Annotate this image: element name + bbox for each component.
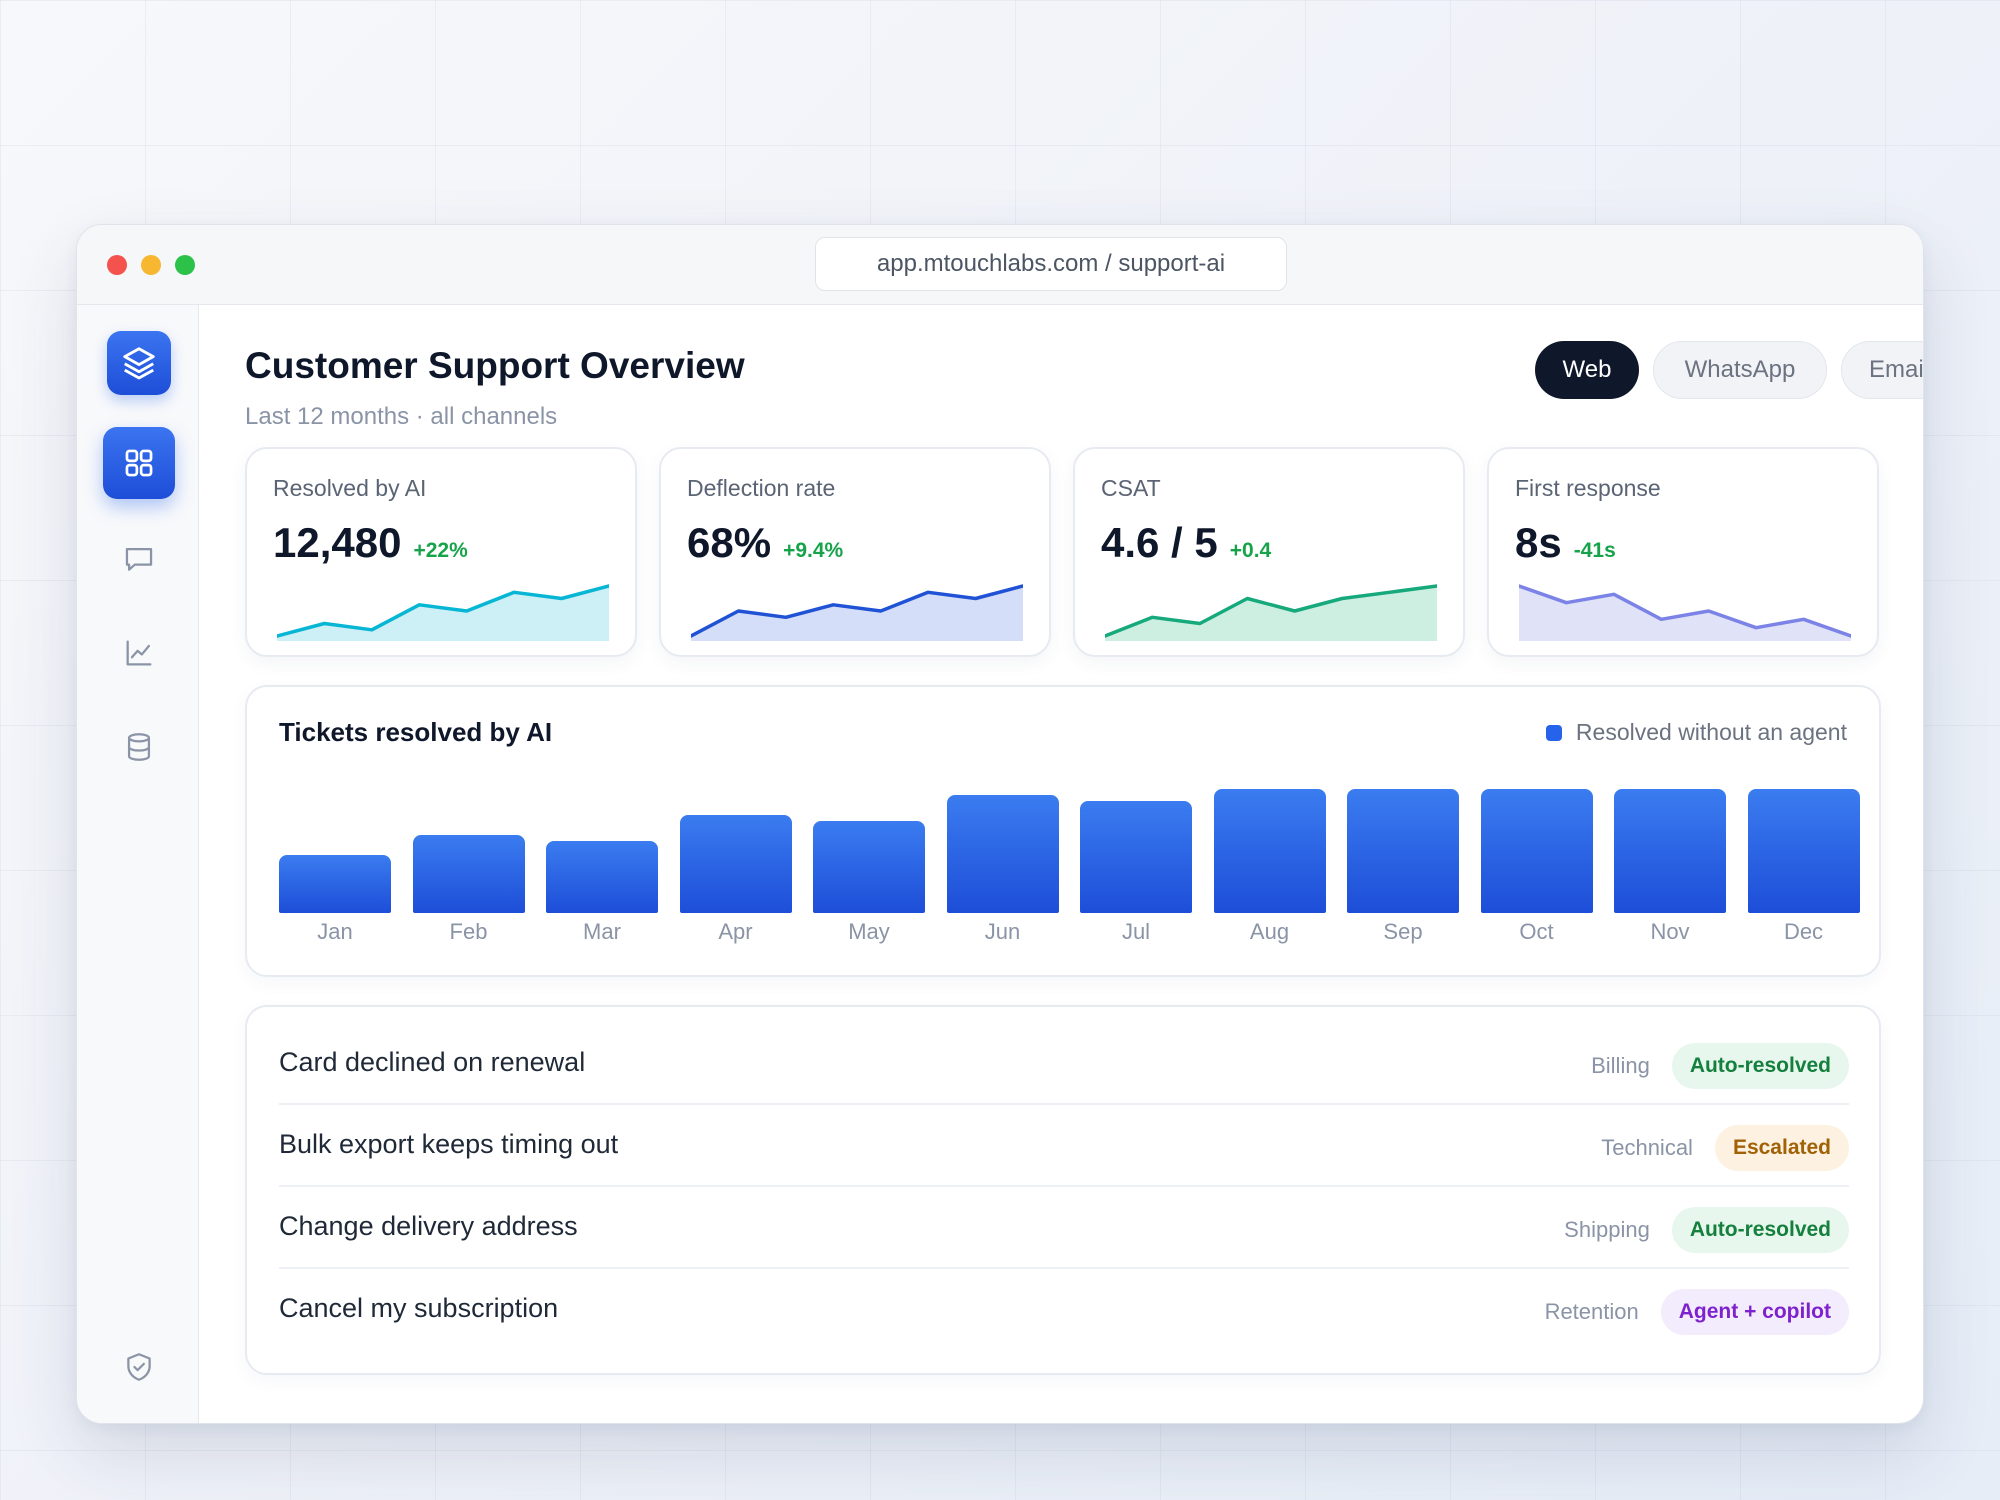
kpi-card-csat[interactable]: CSAT 4.6 / 5 +0.4 [1073, 447, 1465, 657]
x-tick-label: Nov [1650, 919, 1690, 944]
app-logo[interactable] [107, 331, 171, 395]
legend-label: Resolved without an agent [1575, 719, 1847, 745]
sparkline-area [277, 586, 609, 641]
bar-nov[interactable] [1614, 789, 1726, 913]
kpi-delta: +0.4 [1229, 539, 1272, 562]
maximize-window-button[interactable] [175, 255, 195, 275]
kpi-value: 68% [687, 519, 772, 566]
x-tick-label: Jun [984, 919, 1021, 944]
sidebar-item-dashboard[interactable] [103, 427, 175, 499]
kpi-card-resolved-by-ai[interactable]: Resolved by AI 12,480 +22% [245, 447, 637, 657]
main-content: Customer Support Overview Last 12 months… [199, 305, 1923, 1423]
bar-may[interactable] [813, 821, 925, 913]
kpi-card-deflection-rate[interactable]: Deflection rate 68% +9.4% [659, 447, 1051, 657]
sidebar-item-analytics[interactable] [121, 635, 157, 671]
bar-aug[interactable] [1213, 789, 1326, 913]
browser-window: app.mtouchlabs.com / support-ai [76, 224, 1924, 1424]
kpi-label: Resolved by AI [273, 475, 427, 501]
database-icon [127, 733, 151, 761]
channel-tab-email[interactable]: Email [1841, 341, 1923, 399]
sparkline-line [277, 586, 609, 636]
kpi-sparkline [1519, 581, 1851, 641]
bar-sep[interactable] [1347, 789, 1459, 913]
bar-mar[interactable] [546, 841, 658, 913]
ticket-title: Change delivery address [279, 1211, 578, 1241]
bar-jan[interactable] [279, 855, 391, 913]
x-tick-label: May [848, 919, 890, 944]
kpi-value: 12,480 [273, 519, 402, 566]
kpi-value: 8s [1515, 519, 1562, 566]
status-badge: Auto-resolved [1671, 1043, 1849, 1089]
x-tick-label: Feb [449, 919, 488, 944]
x-tick-label: Dec [1783, 919, 1824, 944]
tickets-chart-panel: Tickets resolved by AI Resolved without … [245, 685, 1881, 977]
ticket-category: Retention [1544, 1299, 1639, 1324]
sparkline-area [691, 586, 1023, 641]
ticket-category: Billing [1591, 1053, 1650, 1078]
bar-apr[interactable] [679, 815, 792, 913]
ticket-row[interactable]: Bulk export keeps timing out Technical E… [279, 1105, 1849, 1187]
status-badge: Escalated [1714, 1125, 1849, 1171]
close-window-button[interactable] [107, 255, 127, 275]
chart-legend: Resolved without an agent [1545, 719, 1847, 746]
ticket-title: Bulk export keeps timing out [279, 1129, 619, 1159]
ticket-title: Card declined on renewal [279, 1047, 586, 1077]
status-badge: Auto-resolved [1671, 1207, 1849, 1253]
page-subtitle: Last 12 months · all channels [245, 403, 558, 430]
chart-title: Tickets resolved by AI [279, 717, 553, 747]
sparkline-line [1519, 586, 1851, 636]
kpi-sparkline [691, 581, 1023, 641]
ticket-row[interactable]: Cancel my subscription Retention Agent +… [279, 1269, 1849, 1351]
x-tick-label: Mar [583, 919, 621, 944]
kpi-delta: +9.4% [783, 539, 844, 562]
sparkline-line [691, 586, 1023, 636]
sidebar-item-security[interactable] [121, 1349, 157, 1385]
bar-area [279, 767, 1860, 913]
kpi-delta: +22% [413, 539, 468, 562]
ticket-title: Cancel my subscription [279, 1293, 559, 1323]
bar-jul[interactable] [1080, 801, 1192, 913]
kpi-card-first-response[interactable]: First response 8s -41s [1487, 447, 1879, 657]
ticket-category: Technical [1601, 1135, 1693, 1160]
x-tick-label: Oct [1519, 919, 1554, 944]
x-tick-label: Jan [317, 919, 353, 944]
ticket-row[interactable]: Change delivery address Shipping Auto-re… [279, 1187, 1849, 1269]
minimize-window-button[interactable] [141, 255, 161, 275]
legend-swatch [1545, 724, 1562, 741]
x-tick-label: Aug [1249, 919, 1290, 944]
kpi-label: Deflection rate [687, 475, 836, 501]
channel-tab-web[interactable]: Web [1535, 341, 1639, 399]
sidebar [77, 305, 199, 1423]
kpi-label: CSAT [1101, 475, 1161, 501]
bar-oct[interactable] [1480, 789, 1593, 913]
sparkline-line [1105, 586, 1437, 636]
bar-jun[interactable] [946, 795, 1059, 913]
layers-icon [123, 347, 155, 380]
status-badge: Agent + copilot [1660, 1289, 1849, 1335]
chart-icon [126, 640, 152, 666]
grid-icon [125, 449, 153, 477]
kpi-sparkline [277, 581, 609, 641]
x-tick-label: Jul [1121, 919, 1151, 944]
x-tick-label: Apr [718, 919, 753, 944]
page-title: Customer Support Overview [245, 345, 745, 386]
kpi-label: First response [1515, 475, 1661, 501]
kpi-value: 4.6 / 5 [1101, 519, 1218, 566]
kpi-sparkline [1105, 581, 1437, 641]
ticket-row[interactable]: Card declined on renewal Billing Auto-re… [279, 1023, 1849, 1105]
bar-dec[interactable] [1747, 789, 1860, 913]
address-bar[interactable]: app.mtouchlabs.com / support-ai [815, 237, 1287, 291]
sidebar-item-data[interactable] [121, 729, 157, 765]
browser-titlebar: app.mtouchlabs.com / support-ai [77, 225, 1923, 305]
channel-tab-whatsapp[interactable]: WhatsApp [1653, 341, 1827, 399]
shield-icon [127, 1353, 151, 1381]
ticket-list: Card declined on renewal Billing Auto-re… [245, 1005, 1881, 1375]
x-tick-label: Sep [1383, 919, 1423, 944]
chat-icon [125, 547, 153, 571]
sparkline-area [1105, 586, 1437, 641]
kpi-delta: -41s [1573, 539, 1616, 562]
bar-feb[interactable] [412, 835, 525, 913]
ticket-category: Shipping [1564, 1217, 1650, 1242]
sidebar-item-conversations[interactable] [121, 541, 157, 577]
